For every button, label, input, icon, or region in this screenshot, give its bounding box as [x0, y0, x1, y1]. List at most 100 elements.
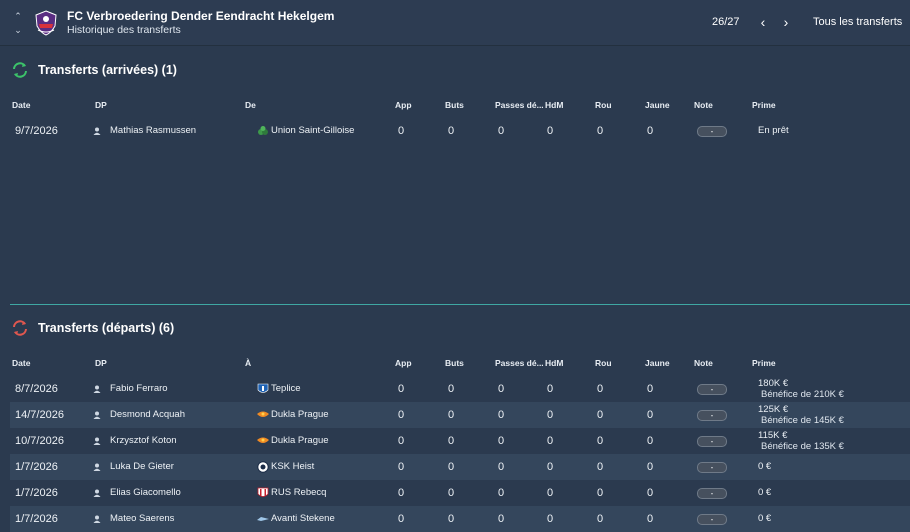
table-row[interactable]: 8/7/2026 Fabio Ferraro Teplice 0 0 0 0 0… — [10, 376, 910, 402]
jaune-value: 0 — [646, 409, 654, 421]
departures-col-buts[interactable]: Buts — [445, 358, 464, 368]
player-name[interactable]: Fabio Ferraro — [110, 383, 168, 394]
app-value: 0 — [397, 409, 405, 421]
transfer-date: 1/7/2026 — [15, 513, 58, 525]
club-name-cell[interactable]: Union Saint-Gilloise — [271, 125, 355, 136]
hdm-value: 0 — [546, 461, 554, 473]
player-name[interactable]: Elias Giacomello — [110, 487, 181, 498]
buts-value: 0 — [447, 435, 455, 447]
player-icon — [93, 411, 101, 419]
arrivals-col-prime[interactable]: Prime — [752, 100, 776, 110]
departures-col-to[interactable]: À — [245, 358, 252, 368]
prime-value: 125K € Bénéfice de 145K € — [758, 404, 844, 426]
prime-profit: Bénéfice de 210K € — [761, 389, 844, 400]
player-name[interactable]: Mateo Saerens — [110, 513, 175, 524]
departures-col-rou[interactable]: Rou — [595, 358, 612, 368]
club-name-cell[interactable]: Dukla Prague — [271, 409, 329, 420]
page-subtitle: Historique des transferts — [67, 24, 181, 36]
departures-col-prime[interactable]: Prime — [752, 358, 776, 368]
club-name-cell[interactable]: Teplice — [271, 383, 301, 394]
table-row[interactable]: 1/7/2026 Elias Giacomello RUS Rebecq 0 0… — [10, 480, 910, 506]
transfer-date: 9/7/2026 — [15, 125, 58, 137]
note-badge: - — [697, 126, 727, 137]
app-value: 0 — [397, 435, 405, 447]
departures-col-note[interactable]: Note — [694, 358, 713, 368]
rou-value: 0 — [596, 487, 604, 499]
arrivals-col-buts[interactable]: Buts — [445, 100, 464, 110]
club-crest-icon — [258, 126, 268, 135]
prime-amount: 125K € — [758, 404, 789, 415]
prime-profit: Bénéfice de 135K € — [761, 441, 844, 452]
hdm-value: 0 — [546, 435, 554, 447]
club-crest-icon — [257, 383, 269, 393]
club-name-cell[interactable]: KSK Heist — [271, 461, 315, 472]
section-divider — [10, 304, 910, 305]
club-name-cell[interactable]: Dukla Prague — [271, 435, 329, 446]
departures-col-date[interactable]: Date — [12, 358, 31, 368]
buts-value: 0 — [447, 125, 455, 137]
player-name[interactable]: Krzysztof Koton — [110, 435, 177, 446]
passes-value: 0 — [497, 487, 505, 499]
app-value: 0 — [397, 383, 405, 395]
player-name[interactable]: Luka De Gieter — [110, 461, 174, 472]
prime-value: 180K € Bénéfice de 210K € — [758, 378, 844, 400]
rou-value: 0 — [596, 461, 604, 473]
note-badge: - — [697, 514, 727, 525]
arrivals-col-rou[interactable]: Rou — [595, 100, 612, 110]
buts-value: 0 — [447, 461, 455, 473]
table-row[interactable]: 14/7/2026 Desmond Acquah Dukla Prague 0 … — [10, 402, 910, 428]
rou-value: 0 — [596, 435, 604, 447]
table-row[interactable]: 1/7/2026 Luka De Gieter KSK Heist 0 0 0 … — [10, 454, 910, 480]
arrivals-col-from[interactable]: De — [245, 100, 256, 110]
departures-col-jaune[interactable]: Jaune — [645, 358, 670, 368]
chevron-up-icon[interactable]: ⌃ — [14, 11, 22, 21]
table-row[interactable]: 1/7/2026 Mateo Saerens Avanti Stekene 0 … — [10, 506, 910, 532]
passes-value: 0 — [497, 125, 505, 137]
buts-value: 0 — [447, 383, 455, 395]
arrivals-col-dp[interactable]: DP — [95, 100, 107, 110]
club-name-cell[interactable]: RUS Rebecq — [271, 487, 327, 498]
previous-season-button[interactable]: ‹ — [760, 14, 766, 30]
club-name[interactable]: FC Verbroedering Dender Eendracht Hekelg… — [67, 9, 335, 23]
table-row[interactable]: 9/7/2026 Mathias Rasmussen Union Saint-G… — [10, 118, 910, 144]
arrivals-col-passes[interactable]: Passes dé... — [495, 100, 544, 110]
header-nav-arrows: ⌃ ⌄ — [12, 9, 24, 37]
departures-col-passes[interactable]: Passes dé... — [495, 358, 544, 368]
jaune-value: 0 — [646, 383, 654, 395]
club-name-cell[interactable]: Avanti Stekene — [271, 513, 335, 524]
prime-value: 0 € — [758, 461, 772, 472]
player-name[interactable]: Mathias Rasmussen — [110, 125, 197, 136]
table-row[interactable]: 10/7/2026 Krzysztof Koton Dukla Prague 0… — [10, 428, 910, 454]
player-icon — [93, 489, 101, 497]
jaune-value: 0 — [646, 487, 654, 499]
departures-col-app[interactable]: App — [395, 358, 412, 368]
club-crest-icon — [257, 517, 269, 521]
jaune-value: 0 — [646, 125, 654, 137]
rou-value: 0 — [596, 513, 604, 525]
app-value: 0 — [397, 487, 405, 499]
all-transfers-button[interactable]: Tous les transferts — [813, 16, 903, 28]
hdm-value: 0 — [546, 125, 554, 137]
chevron-down-icon[interactable]: ⌄ — [14, 25, 22, 35]
note-badge: - — [697, 462, 727, 473]
rou-value: 0 — [596, 383, 604, 395]
next-season-button[interactable]: › — [783, 14, 789, 30]
arrivals-col-hdm[interactable]: HdM — [545, 100, 564, 110]
player-icon — [93, 127, 101, 135]
departures-col-hdm[interactable]: HdM — [545, 358, 564, 368]
arrivals-col-note[interactable]: Note — [694, 100, 713, 110]
passes-value: 0 — [497, 435, 505, 447]
buts-value: 0 — [447, 487, 455, 499]
arrivals-col-app[interactable]: App — [395, 100, 412, 110]
buts-value: 0 — [447, 409, 455, 421]
departures-col-dp[interactable]: DP — [95, 358, 107, 368]
transfer-date: 14/7/2026 — [15, 409, 64, 421]
passes-value: 0 — [497, 409, 505, 421]
player-name[interactable]: Desmond Acquah — [110, 409, 185, 420]
club-crest-icon — [257, 487, 269, 497]
transfer-date: 1/7/2026 — [15, 487, 58, 499]
arrivals-col-date[interactable]: Date — [12, 100, 31, 110]
arrivals-col-jaune[interactable]: Jaune — [645, 100, 670, 110]
transfer-date: 8/7/2026 — [15, 383, 58, 395]
hdm-value: 0 — [546, 383, 554, 395]
